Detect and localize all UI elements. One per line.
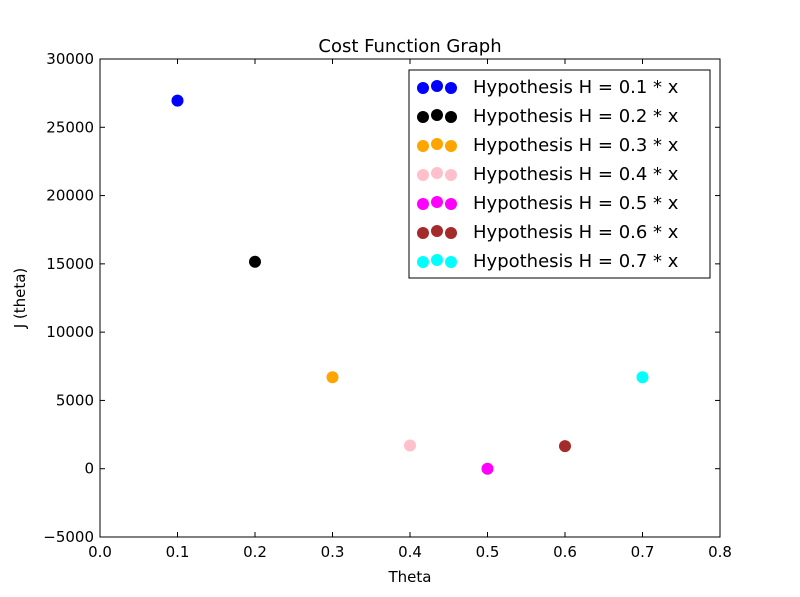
legend-marker bbox=[445, 227, 457, 239]
data-point bbox=[559, 440, 571, 453]
y-tick-label: 0 bbox=[84, 460, 94, 478]
x-ticks: 0.0 0.1 0.2 0.3 0.4 0.5 0.6 0.7 0.8 bbox=[88, 59, 732, 561]
legend-label: Hypothesis H = 0.6 * x bbox=[473, 222, 679, 243]
y-tick-label: −5000 bbox=[43, 528, 94, 546]
legend-marker bbox=[417, 256, 429, 268]
y-ticks: −5000 0 5000 10000 15000 20000 25000 30000 bbox=[43, 50, 720, 546]
x-tick-label: 0.4 bbox=[398, 543, 422, 561]
data-point bbox=[171, 94, 184, 107]
legend-marker bbox=[445, 111, 457, 123]
chart-title: Cost Function Graph bbox=[318, 36, 501, 57]
x-tick-label: 0.3 bbox=[321, 543, 345, 561]
legend-label: Hypothesis H = 0.2 * x bbox=[473, 106, 679, 127]
x-tick-label: 0.6 bbox=[553, 543, 577, 561]
data-point bbox=[636, 371, 649, 384]
legend-marker bbox=[445, 140, 457, 152]
legend-marker bbox=[431, 225, 443, 237]
data-point bbox=[404, 439, 416, 452]
data-points bbox=[171, 94, 649, 475]
x-tick-label: 0.5 bbox=[476, 543, 500, 561]
legend-marker bbox=[417, 169, 429, 181]
x-tick-label: 0.8 bbox=[708, 543, 732, 561]
x-tick-label: 0.2 bbox=[243, 543, 267, 561]
legend-marker bbox=[445, 82, 457, 94]
legend-marker bbox=[417, 111, 429, 123]
legend-marker bbox=[445, 198, 457, 210]
legend-label: Hypothesis H = 0.5 * x bbox=[473, 193, 679, 214]
y-tick-label: 25000 bbox=[46, 118, 94, 136]
legend: Hypothesis H = 0.1 * x Hypothesis H = 0.2… bbox=[408, 69, 711, 279]
legend-marker bbox=[431, 254, 443, 266]
legend-marker bbox=[445, 169, 457, 181]
y-tick-label: 5000 bbox=[56, 391, 94, 409]
legend-marker bbox=[431, 196, 443, 208]
legend-marker bbox=[417, 82, 429, 94]
legend-marker bbox=[417, 227, 429, 239]
y-tick-label: 30000 bbox=[46, 50, 94, 68]
y-axis-label: J (theta) bbox=[11, 268, 29, 330]
data-point bbox=[249, 255, 261, 268]
y-tick-label: 15000 bbox=[46, 255, 94, 273]
legend-label: Hypothesis H = 0.1 * x bbox=[473, 77, 679, 98]
legend-marker bbox=[445, 256, 457, 268]
plot-frame bbox=[99, 58, 721, 538]
legend-marker bbox=[431, 167, 443, 179]
y-tick-label: 20000 bbox=[46, 187, 94, 205]
legend-marker bbox=[431, 80, 443, 92]
legend-box bbox=[408, 69, 711, 279]
y-tick-label: 10000 bbox=[46, 323, 94, 341]
x-axis-label: Theta bbox=[388, 568, 432, 586]
x-tick-label: 0.0 bbox=[88, 543, 112, 561]
data-point bbox=[481, 462, 494, 475]
legend-marker bbox=[431, 138, 443, 150]
legend-label: Hypothesis H = 0.4 * x bbox=[473, 164, 679, 185]
legend-label: Hypothesis H = 0.7 * x bbox=[473, 251, 679, 272]
legend-marker bbox=[417, 140, 429, 152]
legend-marker bbox=[431, 109, 443, 121]
legend-label: Hypothesis H = 0.3 * x bbox=[473, 135, 679, 156]
data-point bbox=[326, 371, 339, 384]
x-tick-label: 0.1 bbox=[166, 543, 190, 561]
x-tick-label: 0.7 bbox=[631, 543, 655, 561]
legend-marker bbox=[417, 198, 429, 210]
